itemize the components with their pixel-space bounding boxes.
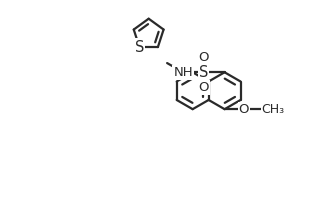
- Text: O: O: [239, 103, 249, 116]
- Text: S: S: [135, 40, 144, 54]
- Text: NH: NH: [173, 66, 193, 79]
- Text: S: S: [199, 65, 208, 80]
- Text: O: O: [198, 81, 209, 94]
- Text: O: O: [198, 51, 209, 64]
- Text: CH₃: CH₃: [262, 103, 285, 116]
